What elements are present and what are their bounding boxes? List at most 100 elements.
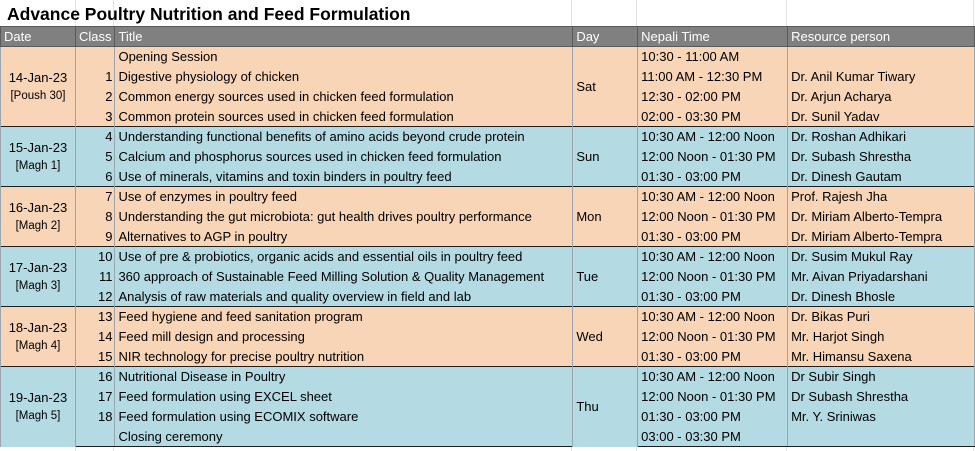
nepali-time-cell[interactable]: 01:30 - 03:00 PM (637, 226, 789, 247)
nepali-time-cell[interactable]: 10:30 AM - 12:00 Noon (637, 186, 789, 207)
session-title-cell[interactable]: Analysis of raw materials and quality ov… (114, 286, 574, 307)
resource-person-cell[interactable]: Mr. Himansu Saxena (787, 346, 975, 367)
resource-person-cell[interactable] (787, 46, 975, 67)
header-title[interactable]: Title (114, 26, 574, 47)
session-title-cell[interactable]: Feed formulation using EXCEL sheet (114, 386, 574, 407)
resource-person-cell[interactable]: Dr. Bikas Puri (787, 306, 975, 327)
session-title-cell[interactable]: Use of enzymes in poultry feed (114, 186, 574, 207)
resource-person-cell[interactable]: Mr. Y. Sriniwas (787, 406, 975, 427)
nepali-time-cell[interactable]: 12:30 - 02:00 PM (637, 86, 789, 107)
class-number-cell[interactable]: 1 (74, 66, 116, 87)
nepali-time-cell[interactable]: 12:00 Noon - 01:30 PM (637, 386, 789, 407)
class-number-cell[interactable]: 11 (74, 266, 116, 287)
session-title-cell[interactable]: Feed hygiene and feed sanitation program (114, 306, 574, 327)
session-title-cell[interactable]: Feed mill design and processing (114, 326, 574, 347)
nepali-time-cell[interactable]: 02:00 - 03:30 PM (637, 106, 789, 127)
session-title-cell[interactable]: Use of minerals, vitamins and toxin bind… (114, 166, 574, 187)
date-cell[interactable]: 15-Jan-23 [Magh 1] (0, 126, 76, 187)
session-title-cell[interactable]: Nutritional Disease in Poultry (114, 366, 574, 387)
session-title-cell[interactable]: Alternatives to AGP in poultry (114, 226, 574, 247)
class-number-cell[interactable]: 17 (74, 386, 116, 407)
class-number-cell[interactable]: 13 (74, 306, 116, 327)
class-number-cell[interactable] (74, 46, 116, 67)
session-title-cell[interactable]: Feed formulation using ECOMIX software (114, 406, 574, 427)
session-title-cell[interactable]: NIR technology for precise poultry nutri… (114, 346, 574, 367)
resource-person-cell[interactable]: Dr. Arjun Acharya (787, 86, 975, 107)
class-number-cell[interactable]: 5 (74, 146, 116, 167)
nepali-time-cell[interactable]: 11:00 AM - 12:30 PM (637, 66, 789, 87)
session-title-cell[interactable]: 360 approach of Sustainable Feed Milling… (114, 266, 574, 287)
nepali-time-cell[interactable]: 10:30 AM - 12:00 Noon (637, 306, 789, 327)
nepali-time-cell[interactable]: 01:30 - 03:00 PM (637, 286, 789, 307)
nepali-time-cell[interactable]: 01:30 - 03:00 PM (637, 346, 789, 367)
session-title-cell[interactable]: Calcium and phosphorus sources used in c… (114, 146, 574, 167)
session-title-cell[interactable]: Common energy sources used in chicken fe… (114, 86, 574, 107)
nepali-time-cell[interactable]: 12:00 Noon - 01:30 PM (637, 326, 789, 347)
resource-person-cell[interactable]: Dr. Roshan Adhikari (787, 126, 975, 147)
resource-person-cell[interactable]: Dr. Sunil Yadav (787, 106, 975, 127)
class-number-cell[interactable]: 18 (74, 406, 116, 427)
table-row: 3 Common protein sources used in chicken … (1, 106, 975, 127)
nepali-time-cell[interactable]: 10:30 AM - 12:00 Noon (637, 246, 789, 267)
nepali-time-cell[interactable]: 10:30 AM - 12:00 Noon (637, 126, 789, 147)
session-title-cell[interactable]: Opening Session (114, 46, 574, 67)
class-number-cell[interactable]: 8 (74, 206, 116, 227)
class-number-cell[interactable]: 4 (74, 126, 116, 147)
header-day[interactable]: Day (572, 26, 639, 47)
resource-person-cell[interactable]: Dr. Susim Mukul Ray (787, 246, 975, 267)
class-number-cell[interactable]: 14 (74, 326, 116, 347)
resource-person-cell[interactable]: Dr. Anil Kumar Tiwary (787, 66, 975, 87)
date-cell[interactable]: 18-Jan-23 [Magh 4] (0, 306, 76, 367)
day-cell[interactable]: Sat (572, 46, 639, 127)
nepali-time-cell[interactable]: 01:30 - 03:00 PM (637, 406, 789, 427)
resource-person-cell[interactable]: Dr. Subash Shrestha (787, 146, 975, 167)
date-cell[interactable]: 19-Jan-23 [Magh 5] (0, 366, 76, 447)
resource-person-cell[interactable]: Mr. Harjot Singh (787, 326, 975, 347)
class-number-cell[interactable]: 9 (74, 226, 116, 247)
class-number-cell[interactable]: 7 (74, 186, 116, 207)
class-number-cell[interactable]: 16 (74, 366, 116, 387)
resource-person-cell[interactable]: Dr Subash Shrestha (787, 386, 975, 407)
header-nepali-time[interactable]: Nepali Time (637, 26, 789, 47)
session-title-cell[interactable]: Common protein sources used in chicken f… (114, 106, 574, 127)
class-number-cell[interactable]: 6 (74, 166, 116, 187)
resource-person-cell[interactable]: Prof. Rajesh Jha (787, 186, 975, 207)
session-title-cell[interactable]: Digestive physiology of chicken (114, 66, 574, 87)
class-number-cell[interactable]: 15 (74, 346, 116, 367)
session-title-cell[interactable]: Use of pre & probiotics, organic acids a… (114, 246, 574, 267)
day-cell[interactable]: Mon (572, 186, 639, 247)
resource-person-cell[interactable]: Dr. Dinesh Bhosle (787, 286, 975, 307)
header-resource-person[interactable]: Resource person (787, 26, 975, 47)
day-cell[interactable]: Sun (572, 126, 639, 187)
session-title-cell[interactable]: Understanding the gut microbiota: gut he… (114, 206, 574, 227)
session-title-cell[interactable]: Understanding functional benefits of ami… (114, 126, 574, 147)
date-cell[interactable]: 16-Jan-23 [Magh 2] (0, 186, 76, 247)
session-title-cell[interactable]: Closing ceremony (114, 426, 574, 447)
day-cell[interactable]: Wed (572, 306, 639, 367)
resource-person-cell[interactable] (787, 426, 975, 447)
resource-person-cell[interactable]: Dr Subir Singh (787, 366, 975, 387)
nepali-time-cell[interactable]: 10:30 - 11:00 AM (637, 46, 789, 67)
header-class[interactable]: Class (74, 26, 116, 47)
nepali-time-cell[interactable]: 12:00 Noon - 01:30 PM (637, 146, 789, 167)
table-row: 18 Feed formulation using ECOMIX software… (1, 406, 975, 427)
class-number-cell[interactable]: 3 (74, 106, 116, 127)
header-date[interactable]: Date (0, 26, 76, 47)
date-cell[interactable]: 14-Jan-23 [Poush 30] (0, 46, 76, 127)
resource-person-cell[interactable]: Dr. Miriam Alberto-Tempra (787, 206, 975, 227)
day-cell[interactable]: Tue (572, 246, 639, 307)
date-cell[interactable]: 17-Jan-23 [Magh 3] (0, 246, 76, 307)
nepali-time-cell[interactable]: 03:00 - 03:30 PM (637, 426, 789, 447)
class-number-cell[interactable] (74, 426, 116, 447)
class-number-cell[interactable]: 2 (74, 86, 116, 107)
class-number-cell[interactable]: 12 (74, 286, 116, 307)
resource-person-cell[interactable]: Mr. Aivan Priyadarshani (787, 266, 975, 287)
nepali-time-cell[interactable]: 10:30 AM - 12:00 Noon (637, 366, 789, 387)
resource-person-cell[interactable]: Dr. Miriam Alberto-Tempra (787, 226, 975, 247)
nepali-time-cell[interactable]: 01:30 - 03:00 PM (637, 166, 789, 187)
resource-person-cell[interactable]: Dr. Dinesh Gautam (787, 166, 975, 187)
day-cell[interactable]: Thu (572, 366, 639, 447)
nepali-time-cell[interactable]: 12:00 Noon - 01:30 PM (637, 266, 789, 287)
class-number-cell[interactable]: 10 (74, 246, 116, 267)
nepali-time-cell[interactable]: 12:00 Noon - 01:30 PM (637, 206, 789, 227)
